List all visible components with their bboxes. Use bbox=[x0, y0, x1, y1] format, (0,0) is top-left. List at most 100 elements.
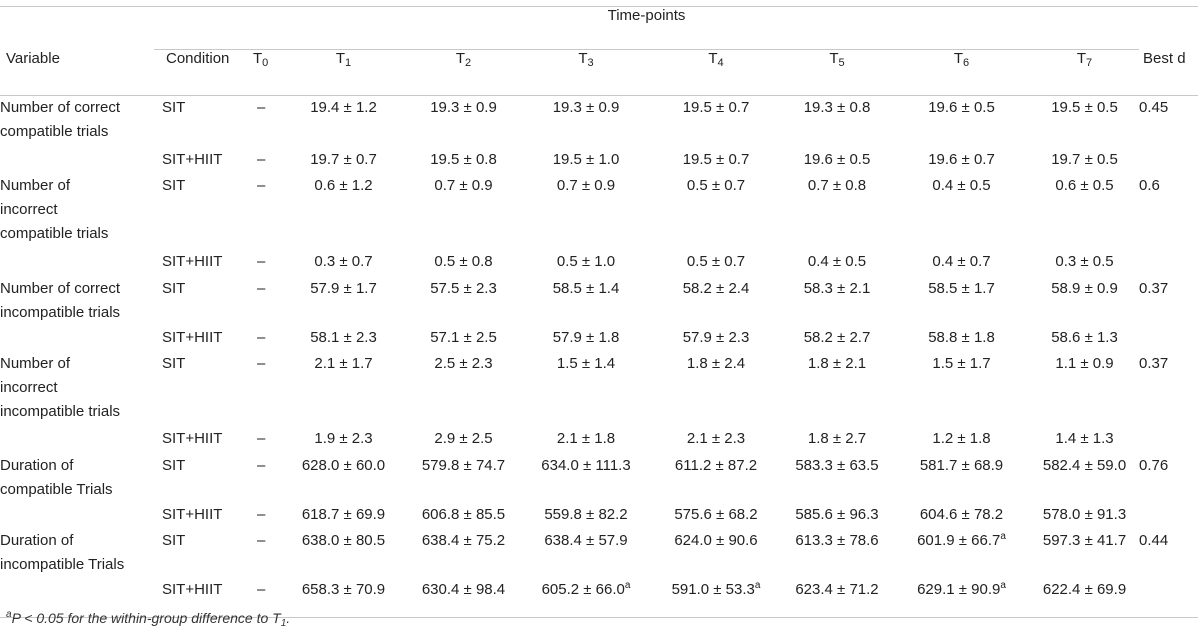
value-text: 2.5 ± 2.3 bbox=[434, 354, 493, 372]
condition-header: Condition bbox=[166, 50, 230, 67]
significance-marker: a bbox=[1000, 579, 1006, 591]
timepoint-header-base: T bbox=[829, 50, 839, 67]
value-text: 578.0 ± 91.3 bbox=[1042, 505, 1127, 523]
value-cell-t1: 0.6 ± 1.2 bbox=[281, 174, 406, 250]
variable-cell bbox=[0, 250, 154, 277]
value-cell-t5: 58.3 ± 2.1 bbox=[781, 277, 893, 326]
value-cell-t4: 58.2 ± 2.4 bbox=[651, 277, 781, 326]
value-cell-t3: 19.5 ± 1.0 bbox=[521, 148, 651, 174]
condition-cell: SIT+HIIT bbox=[162, 150, 223, 168]
best-d-cell: 0.76 bbox=[1139, 456, 1169, 474]
value-text: 638.4 ± 57.9 bbox=[544, 531, 628, 549]
table-row: SIT+HIIT – 618.7 ± 69.9 606.8 ± 85.5 559.8 ±… bbox=[0, 503, 1198, 529]
value-cell-t0: – bbox=[249, 174, 281, 250]
value-text: 0.3 ± 0.5 bbox=[1055, 252, 1114, 270]
value-text: 19.5 ± 0.7 bbox=[682, 99, 750, 116]
value-text: 1.9 ± 2.3 bbox=[314, 429, 373, 447]
timepoint-header-t2: T2 bbox=[406, 50, 521, 96]
timepoint-header-sub: 0 bbox=[262, 57, 269, 69]
footnote-text: P < 0.05 for the within-group difference… bbox=[11, 610, 281, 626]
value-text: 628.0 ± 60.0 bbox=[301, 456, 386, 474]
value-cell-t0: – bbox=[249, 454, 281, 503]
timepoint-header-t6: T6 bbox=[893, 50, 1030, 96]
variable-cell: Number of correct compatible trials bbox=[0, 96, 154, 148]
timepoint-header-base: T bbox=[953, 50, 964, 67]
value-text: – bbox=[257, 505, 266, 523]
value-cell-t0: – bbox=[249, 277, 281, 326]
timepoint-header-base: T bbox=[335, 50, 346, 67]
value-cell-t1: 2.1 ± 1.7 bbox=[281, 352, 406, 427]
timepoint-header-base: T bbox=[253, 50, 263, 67]
value-cell-t4: 0.5 ± 0.7 bbox=[651, 250, 781, 277]
value-text: 1.2 ± 1.8 bbox=[932, 429, 991, 447]
table-row: SIT+HIIT – 58.1 ± 2.3 57.1 ± 2.5 57.9 ± 1.8 5… bbox=[0, 326, 1198, 352]
value-text: 618.7 ± 69.9 bbox=[301, 505, 386, 523]
variable-line: compatible trials bbox=[0, 123, 109, 140]
table-row: Number of correct compatible trials SIT – 19… bbox=[0, 96, 1198, 148]
variable-cell bbox=[0, 427, 154, 454]
value-cell-t6: 601.9 ± 66.7a bbox=[893, 529, 1030, 578]
value-cell-t1: 57.9 ± 1.7 bbox=[281, 277, 406, 326]
value-text: 0.6 ± 1.2 bbox=[314, 176, 373, 194]
value-text: 58.1 ± 2.3 bbox=[310, 328, 377, 346]
value-cell-t6: 58.8 ± 1.8 bbox=[893, 326, 1030, 352]
value-text: 0.5 ± 0.7 bbox=[686, 176, 746, 194]
value-text: 658.3 ± 70.9 bbox=[301, 580, 386, 598]
condition-cell: SIT+HIIT bbox=[162, 252, 223, 270]
condition-cell: SIT bbox=[162, 354, 186, 372]
value-cell-t6: 58.5 ± 1.7 bbox=[893, 277, 1030, 326]
value-text: 2.1 ± 2.3 bbox=[686, 429, 746, 447]
condition-cell: SIT+HIIT bbox=[162, 328, 223, 346]
value-text: 19.5 ± 0.8 bbox=[430, 150, 497, 168]
value-text: – bbox=[257, 150, 266, 168]
value-text: 0.5 ± 0.8 bbox=[434, 252, 493, 270]
value-cell-t2: 2.9 ± 2.5 bbox=[406, 427, 521, 454]
value-text: 19.6 ± 0.5 bbox=[803, 150, 871, 168]
value-text: 583.3 ± 63.5 bbox=[795, 456, 879, 474]
value-cell-t2: 638.4 ± 75.2 bbox=[406, 529, 521, 578]
variable-line: Number of correct bbox=[0, 279, 121, 297]
results-table: Time-points Variable Condition T0 T1 T2 T3 T… bbox=[0, 6, 1199, 618]
value-cell-t2: 19.5 ± 0.8 bbox=[406, 148, 521, 174]
value-cell-t4: 591.0 ± 53.3a bbox=[651, 578, 781, 618]
value-cell-t7: 58.9 ± 0.9 bbox=[1030, 277, 1139, 326]
value-cell-t0: – bbox=[249, 326, 281, 352]
table-row: Duration of incompatible Trials SIT – 638.0 … bbox=[0, 529, 1198, 578]
best-d-cell bbox=[1139, 427, 1198, 454]
value-cell-t5: 613.3 ± 78.6 bbox=[781, 529, 893, 578]
value-text: 57.9 ± 2.3 bbox=[682, 328, 750, 346]
value-cell-t1: 0.3 ± 0.7 bbox=[281, 250, 406, 277]
timepoint-header-sub: 4 bbox=[717, 57, 724, 69]
value-text: – bbox=[257, 354, 266, 372]
table-row: Number of incorrect incompatible trials SIT… bbox=[0, 352, 1198, 427]
value-cell-t6: 1.5 ± 1.7 bbox=[893, 352, 1030, 427]
header-group-row: Time-points bbox=[0, 6, 1199, 50]
value-text: 638.0 ± 80.5 bbox=[301, 531, 386, 549]
value-text: 58.2 ± 2.4 bbox=[682, 279, 750, 297]
value-text: 0.6 ± 0.5 bbox=[1055, 176, 1114, 194]
value-text: 634.0 ± 111.3 bbox=[541, 456, 631, 474]
value-cell-t0: – bbox=[249, 503, 281, 529]
value-text: – bbox=[257, 99, 266, 116]
variable-line: compatible Trials bbox=[0, 480, 113, 498]
value-cell-t3: 1.5 ± 1.4 bbox=[521, 352, 651, 427]
value-text: 581.7 ± 68.9 bbox=[919, 456, 1004, 474]
variable-cell: Number of correct incompatible trials bbox=[0, 277, 154, 326]
value-text: 0.7 ± 0.9 bbox=[434, 176, 493, 194]
timepoint-header-base: T bbox=[1076, 50, 1087, 67]
value-cell-t1: 19.7 ± 0.7 bbox=[281, 148, 406, 174]
value-text: – bbox=[257, 252, 266, 270]
value-cell-t0: – bbox=[249, 96, 281, 148]
table-footnote: aP < 0.05 for the within-group differenc… bbox=[6, 610, 290, 629]
value-cell-t0: – bbox=[249, 250, 281, 277]
best-d-cell bbox=[1139, 503, 1198, 529]
value-text: 2.1 ± 1.7 bbox=[314, 354, 373, 372]
value-text: 1.5 ± 1.4 bbox=[556, 354, 616, 372]
timepoint-header-t3: T3 bbox=[521, 50, 651, 96]
value-cell-t3: 58.5 ± 1.4 bbox=[521, 277, 651, 326]
condition-cell: SIT bbox=[162, 456, 186, 474]
timepoint-header-base: T bbox=[455, 50, 466, 67]
value-cell-t7: 19.7 ± 0.5 bbox=[1030, 148, 1139, 174]
condition-cell: SIT bbox=[162, 176, 186, 194]
condition-cell: SIT+HIIT bbox=[162, 505, 223, 523]
